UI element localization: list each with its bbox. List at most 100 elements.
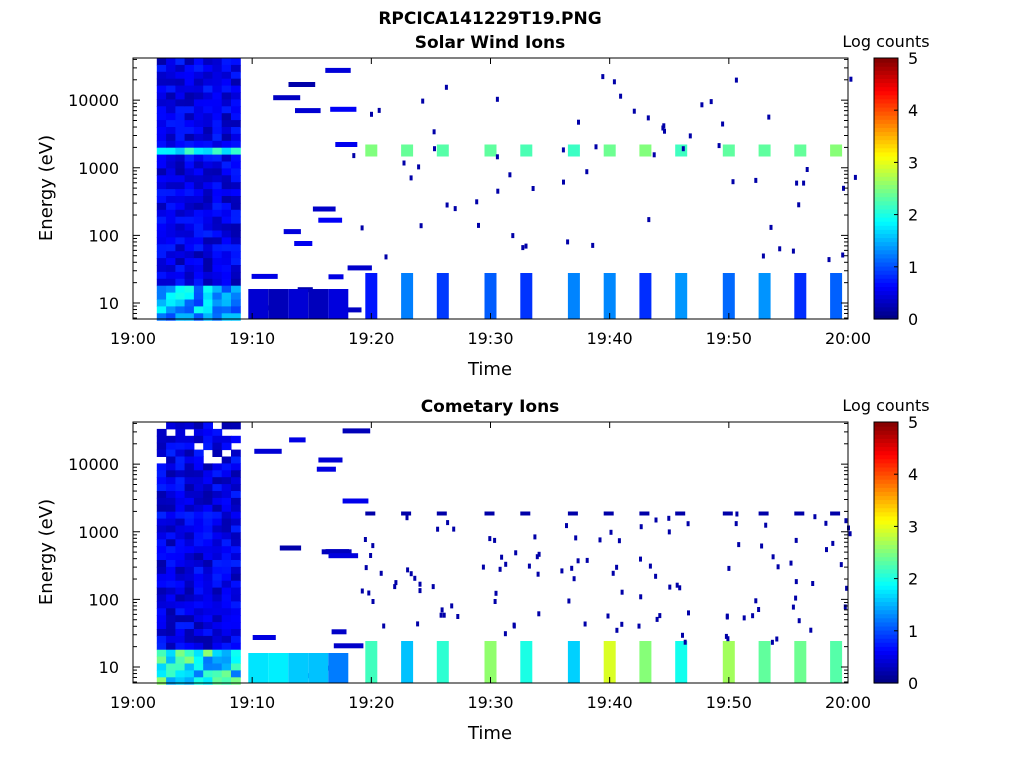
heatmap-cell	[193, 168, 204, 176]
heatmap-cell	[731, 179, 735, 185]
heatmap-cell	[166, 553, 176, 561]
heatmap-cell	[254, 448, 282, 454]
heatmap-cell	[668, 584, 672, 590]
heatmap-cell	[212, 649, 223, 658]
colorbar-swatch	[874, 552, 898, 558]
heatmap-cell	[184, 635, 195, 644]
heatmap-cell	[322, 457, 343, 463]
heatmap-cell	[562, 179, 565, 185]
colorbar-swatch	[874, 479, 898, 484]
heatmap-cell	[231, 140, 241, 149]
heatmap-cell	[212, 484, 223, 492]
colorbar-swatch	[874, 78, 898, 84]
heatmap-cell	[193, 85, 204, 93]
heatmap-cell	[203, 85, 213, 93]
heatmap-cell	[603, 641, 616, 683]
heatmap-cell	[184, 594, 195, 602]
heatmap-cell	[203, 154, 213, 162]
heatmap-cell	[654, 573, 658, 579]
heatmap-cell	[184, 422, 195, 430]
heatmap-cell	[477, 222, 480, 228]
heatmap-cell	[294, 241, 313, 246]
heatmap-cell	[156, 237, 167, 245]
heatmap-cell	[156, 573, 167, 582]
heatmap-cell	[421, 98, 425, 104]
heatmap-cell	[175, 518, 186, 526]
heatmap-cell	[193, 497, 204, 506]
heatmap-cell	[175, 580, 186, 589]
heatmap-cell	[248, 653, 269, 683]
heatmap-cell	[193, 449, 204, 457]
heatmap-cell	[742, 615, 746, 621]
heatmap-cell	[156, 504, 167, 513]
heatmap-cell	[166, 258, 176, 266]
heatmap-cell	[175, 147, 186, 156]
heatmap-cell	[212, 580, 223, 589]
heatmap-cell	[221, 147, 232, 156]
panel-title: Solar Wind Ions	[415, 33, 566, 53]
heatmap-cell	[252, 635, 276, 640]
heatmap-cell	[231, 71, 241, 80]
heatmap-cell	[175, 154, 186, 162]
heatmap-cell	[514, 550, 518, 556]
heatmap-cell	[166, 629, 176, 637]
heatmap-cell	[156, 140, 167, 149]
heatmap-cell	[175, 635, 186, 644]
heatmap-cell	[382, 623, 386, 629]
heatmap-cell	[639, 641, 652, 683]
heatmap-cell	[221, 587, 232, 595]
heatmap-cell	[203, 223, 213, 231]
heatmap-cell	[853, 174, 857, 180]
heatmap-cell	[212, 92, 223, 100]
heatmap-cell	[203, 265, 213, 273]
heatmap-cell	[342, 428, 371, 434]
heatmap-cell	[166, 608, 176, 616]
heatmap-cell	[330, 106, 357, 112]
heatmap-cell	[212, 539, 223, 547]
heatmap-cell	[193, 182, 204, 190]
y-tick-label: 10000	[68, 455, 119, 474]
heatmap-cell	[583, 621, 587, 627]
heatmap-cell	[231, 546, 241, 554]
heatmap-cell	[193, 154, 204, 162]
heatmap-cell	[335, 142, 358, 147]
heatmap-cell	[175, 78, 186, 87]
heatmap-cell	[221, 553, 232, 561]
heatmap-cell	[184, 553, 195, 561]
heatmap-cell	[231, 202, 241, 211]
heatmap-cell	[212, 147, 223, 156]
heatmap-cell	[212, 642, 223, 651]
y-ticks: 10 100 1000 10000	[68, 58, 848, 319]
heatmap-cell	[193, 484, 204, 492]
colorbar-swatch	[874, 470, 898, 476]
heatmap-cell	[231, 435, 241, 444]
heatmap-cell	[688, 133, 692, 139]
heatmap-cell	[184, 216, 195, 225]
heatmap-cell	[328, 653, 349, 683]
heatmap-cell	[639, 273, 652, 319]
colorbar-swatch	[874, 119, 898, 124]
heatmap-cell	[481, 564, 485, 570]
heatmap-cell	[156, 615, 167, 623]
colorbar-swatch	[874, 662, 898, 668]
heatmap-cell	[333, 643, 364, 649]
heatmap-cell	[193, 106, 204, 114]
heatmap-cell	[203, 553, 213, 561]
heatmap-cell	[156, 120, 167, 128]
heatmap-cell	[175, 622, 186, 630]
colorbar-swatch	[874, 466, 898, 472]
heatmap-cell	[156, 491, 167, 499]
heatmap-cell	[156, 71, 167, 80]
heatmap-cell	[156, 244, 167, 252]
heatmap-cell	[166, 78, 176, 87]
heatmap-cell	[802, 180, 806, 186]
heatmap-cell	[221, 663, 232, 671]
heatmap-cell	[212, 635, 223, 644]
heatmap-cell	[371, 599, 375, 604]
heatmap-cell	[221, 532, 232, 540]
heatmap-cell	[184, 463, 195, 471]
heatmap-cell	[221, 497, 232, 506]
heatmap-cell	[166, 230, 176, 238]
heatmap-cell	[156, 566, 167, 575]
heatmap-cell	[212, 428, 223, 437]
